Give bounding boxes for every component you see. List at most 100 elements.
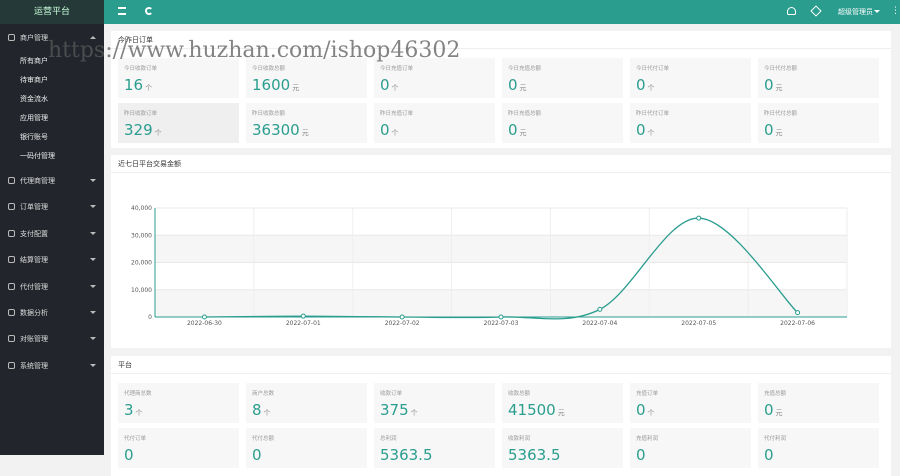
menu-item[interactable]: 对账管理 (0, 330, 104, 348)
menu-icon (8, 309, 15, 316)
stat-card: 收款订单 375 个 (374, 383, 495, 423)
stat-label: 收款订单 (380, 391, 403, 397)
sidebar: 运营平台商户管理所有商户待审商户资金流水应用管理银行账号一码付管理代理商管理订单… (0, 0, 104, 455)
stat-unit: 个 (263, 409, 271, 417)
stat-number: 0 (636, 76, 646, 94)
menu-item[interactable]: 数据分析 (0, 304, 104, 322)
menu-item[interactable]: 订单管理 (0, 198, 104, 216)
submenu-item[interactable]: 待审商户 (20, 76, 48, 84)
stat-value: 0 (124, 446, 134, 464)
stat-card: 今日收款总额 1600 元 (246, 58, 367, 98)
menu-label: 系统管理 (20, 361, 48, 370)
panel-title: 平台 (111, 356, 891, 374)
stat-card: 今日收款订单 16 个 (118, 58, 239, 98)
point (597, 306, 603, 312)
more-button[interactable]: ⋮ (891, 6, 900, 16)
stat-number: 0 (636, 446, 646, 464)
stat-label: 今日充值订单 (380, 66, 414, 72)
stat-card: 充值总额 0 元 (758, 383, 879, 423)
top-bar: 超级管理员 ⋮ (104, 0, 900, 24)
stat-number: 41500 (508, 401, 556, 419)
stat-card: 代付订单 0 (118, 428, 239, 468)
stat-number: 8 (252, 401, 262, 419)
menu-toggle[interactable] (118, 7, 126, 15)
stat-label: 今日代付总额 (764, 66, 798, 72)
theme-button[interactable] (787, 7, 796, 15)
x-tick-label: 2022-07-05 (681, 320, 716, 327)
stat-value: 0 (252, 446, 262, 464)
user-menu[interactable]: 超级管理员 (838, 8, 873, 16)
stat-unit: 个 (391, 84, 399, 92)
split-area (155, 235, 847, 263)
menu-arrow (90, 311, 96, 317)
stat-number: 16 (124, 76, 144, 94)
stat-number: 0 (764, 76, 774, 94)
x-tick-label: 2022-06-30 (187, 320, 222, 327)
menu-item[interactable]: 代理商管理 (0, 172, 104, 190)
stat-label: 代付利润 (764, 436, 787, 442)
point (201, 314, 207, 320)
stat-number: 0 (252, 446, 262, 464)
stat-unit: 元 (519, 84, 527, 92)
stat-card: 商户总数 8 个 (246, 383, 367, 423)
menu-icon (8, 229, 15, 237)
stat-card: 收款利润 5363.5 (502, 428, 623, 468)
point (795, 310, 801, 316)
menu-arrow (90, 284, 96, 291)
point (498, 314, 504, 320)
menu-item[interactable]: 支付配置 (0, 225, 104, 243)
brand: 运营平台 (0, 0, 104, 24)
x-tick-label: 2022-07-04 (582, 320, 617, 327)
stat-unit: 元 (557, 409, 565, 417)
menu-label: 代理商管理 (20, 177, 55, 185)
menu-item[interactable]: 结算管理 (0, 251, 104, 269)
stat-label: 昨日收款总额 (252, 111, 286, 117)
refresh-button[interactable] (145, 7, 153, 15)
tag-button[interactable] (810, 5, 822, 17)
stat-card: 收款总额 41500 元 (502, 383, 623, 423)
stat-label: 商户总数 (252, 391, 275, 397)
stat-value: 375 个 (380, 401, 418, 419)
stat-label: 昨日充值订单 (380, 111, 414, 117)
stat-number: 1600 (252, 76, 291, 94)
stat-unit: 元 (292, 84, 300, 92)
submenu-item[interactable]: 应用管理 (20, 114, 48, 122)
stat-number: 3 (124, 401, 134, 419)
stat-number: 0 (508, 76, 518, 94)
submenu-item[interactable]: 资金流水 (20, 95, 48, 103)
stat-label: 今日收款订单 (124, 66, 158, 72)
x-tick-label: 2022-07-03 (484, 320, 519, 327)
menu-icon (8, 335, 15, 343)
stat-unit: 元 (775, 84, 783, 92)
menu-arrow (90, 337, 96, 343)
stat-label: 昨日充值总额 (508, 111, 542, 117)
stat-unit: 个 (410, 409, 418, 417)
stat-number: 5363.5 (380, 446, 433, 464)
menu-label: 对账管理 (20, 335, 48, 344)
y-tick-label: 30,000 (131, 232, 152, 239)
y-tick-label: 40,000 (131, 205, 152, 212)
submenu-item[interactable]: 所有商户 (20, 57, 48, 65)
stat-number: 0 (636, 121, 646, 139)
menu-item[interactable]: 商户管理 (0, 29, 104, 47)
stat-number: 36300 (252, 121, 300, 139)
stat-card: 代理商总数 3 个 (118, 383, 239, 423)
submenu-item[interactable]: 一码付管理 (20, 152, 55, 160)
stat-label: 收款总额 (508, 391, 531, 397)
stat-card: 昨日充值订单 0 个 (374, 103, 495, 143)
menu-label: 结算管理 (20, 256, 48, 265)
stat-label: 总利润 (380, 436, 397, 442)
stat-card: 今日充值订单 0 个 (374, 58, 495, 98)
stat-label: 充值利润 (636, 436, 659, 442)
submenu-item[interactable]: 银行账号 (20, 133, 48, 141)
stat-unit: 元 (301, 129, 309, 137)
menu-item[interactable]: 系统管理 (0, 357, 104, 375)
menu-item[interactable]: 代付管理 (0, 278, 104, 296)
